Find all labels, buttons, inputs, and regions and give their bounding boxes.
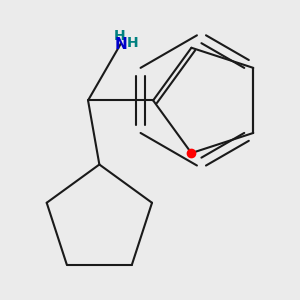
Text: H: H — [127, 36, 138, 50]
Text: H: H — [113, 29, 125, 43]
Text: N: N — [114, 37, 127, 52]
